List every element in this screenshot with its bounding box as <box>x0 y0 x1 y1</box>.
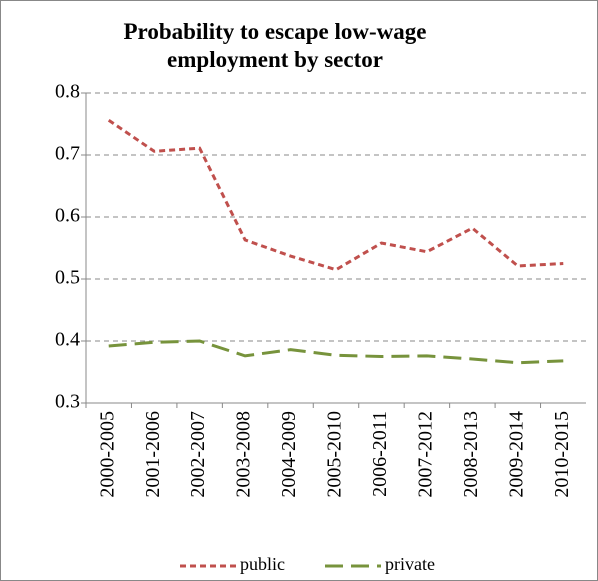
y-tick-label: 0.6 <box>55 205 80 227</box>
y-tick-label: 0.4 <box>55 329 80 351</box>
y-tick-label: 0.8 <box>55 81 80 103</box>
x-tick-label: 2007-2012 <box>415 411 437 498</box>
chart-title: Probability to escape low-wage employmen… <box>123 19 427 72</box>
x-tick-label: 2006-2011 <box>369 411 391 497</box>
y-tick-label: 0.7 <box>55 143 80 165</box>
y-tick-label: 0.3 <box>55 391 80 413</box>
x-tick-label: 2003-2008 <box>233 411 255 498</box>
x-tick-label: 2009-2014 <box>505 411 527 498</box>
x-tick-label: 2005-2010 <box>324 411 346 498</box>
y-tick-label: 0.5 <box>55 267 80 289</box>
x-tick-label: 2008-2013 <box>460 411 482 498</box>
legend-label: private <box>385 554 435 574</box>
x-tick-label: 2002-2007 <box>187 411 209 498</box>
x-tick-label: 2004-2009 <box>278 411 300 498</box>
x-tick-label: 2000-2005 <box>96 411 118 498</box>
x-tick-label: 2001-2006 <box>142 411 164 498</box>
x-tick-label: 2010-2015 <box>551 411 573 498</box>
legend-label: public <box>240 554 285 574</box>
line-series <box>107 119 564 272</box>
